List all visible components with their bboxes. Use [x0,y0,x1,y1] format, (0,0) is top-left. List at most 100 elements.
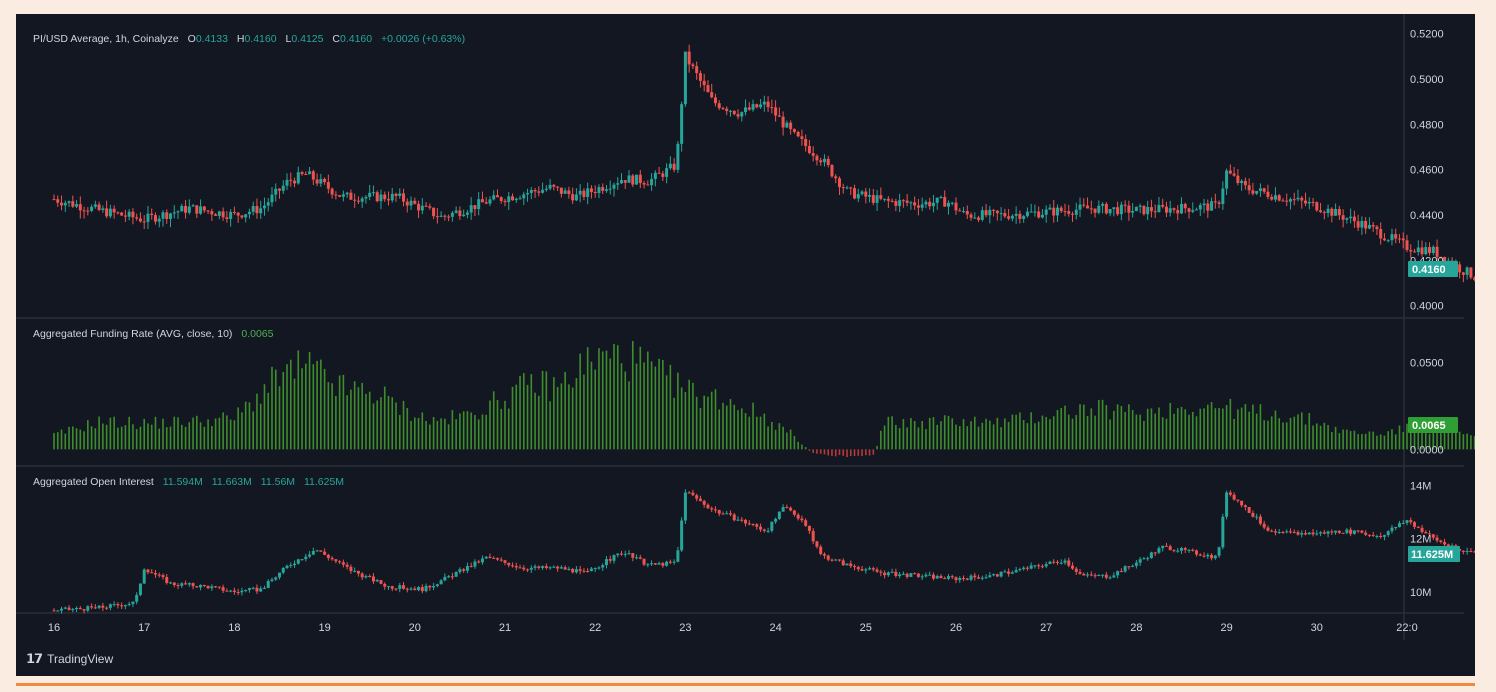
candle-body [1255,190,1259,194]
candle-body [616,553,620,556]
candle-body [78,204,82,211]
candle-body [1273,531,1277,533]
tradingview-chart[interactable]: 0.52000.50000.48000.46000.44000.42000.40… [16,14,1475,644]
x-tick-label: 25 [860,622,872,634]
candle-body [1307,532,1311,535]
candle-body [578,569,582,571]
candle-body [800,136,804,139]
oi-low-value: 11.56M [261,476,295,488]
candle-body [116,212,120,214]
candle-body [875,195,879,203]
candle-body [774,107,778,116]
candle-body [1052,207,1056,216]
candle-body [383,194,387,200]
candle-body [1063,211,1067,213]
candle-body [717,103,721,109]
candle-body [759,104,763,108]
candle-body [1191,210,1195,212]
oi-open-value: 11.594M [163,476,203,488]
candle-body [698,73,702,81]
candle-body [995,210,999,214]
candle-body [650,563,654,565]
x-tick-label: 18 [228,622,240,634]
candle-body [93,607,97,609]
candle-body [822,554,826,556]
candle-body [1390,527,1394,532]
x-tick-label: 20 [409,622,421,634]
candle-body [837,559,841,561]
candle-body [375,580,379,582]
candle-body [706,504,710,509]
candle-body [244,590,248,592]
candle-body [950,576,954,578]
candle-body [63,607,67,609]
y-tick-label: 10M [1410,587,1431,599]
candle-body [1439,540,1443,542]
candle-body [432,207,436,217]
candle-body [1405,240,1409,250]
candle-body [544,566,548,568]
candle-body [1221,188,1225,204]
candle-body [153,215,157,222]
candle-body [341,194,345,197]
candle-body [1424,532,1428,534]
candle-body [1157,204,1161,212]
candle-body [1251,512,1255,517]
x-tick-label: 21 [499,622,511,634]
candle-body [289,179,293,181]
candle-body [330,557,334,560]
candle-body [187,206,191,213]
candle-body [1360,530,1364,533]
candle-body [266,581,270,588]
candle-body [1025,567,1029,569]
candle-body [499,197,503,201]
candle-body [593,191,597,194]
x-tick-label: 16 [48,622,60,634]
funding-last-tag: 0.0065 [1408,417,1458,433]
candle-body [71,609,75,611]
candle-body [721,513,725,515]
candle-body [939,196,943,198]
candle-body [417,203,421,211]
chart-frame [16,14,1475,676]
tradingview-branding[interactable]: 𝟭𝟳 TradingView [26,651,113,667]
candle-body [1262,188,1266,192]
candle-body [1300,533,1304,535]
candle-body [1225,492,1229,517]
candle-body [815,541,819,547]
candle-body [1007,571,1011,574]
candle-body [1277,195,1281,201]
candle-body [1089,574,1093,576]
y-tick-label: 0.5000 [1410,74,1444,86]
candle-body [541,189,545,193]
candle-body [627,553,631,555]
candle-body [1420,247,1424,255]
candle-body [1221,516,1225,548]
candle-body [1119,571,1123,573]
candle-body [1112,575,1116,578]
candle-body [409,200,413,206]
candle-body [650,178,654,186]
candle-body [379,580,383,584]
candle-body [206,585,210,589]
candle-body [413,200,417,204]
candle-body [138,583,142,595]
candle-body [541,566,545,568]
candle-body [826,158,830,166]
candle-body [1048,207,1052,210]
candle-body [1473,551,1475,553]
candle-body [443,576,447,581]
chart-structure [16,14,1464,640]
candle-body [687,51,691,65]
candle-body [262,205,266,209]
candle-body [169,582,173,584]
candle-body [1330,208,1334,216]
candle-body [1010,215,1014,219]
candle-body [1367,224,1371,229]
price-title: PI/USD Average, 1h, Coinalyze [33,33,179,45]
candle-body [1322,212,1326,214]
candle-body [755,524,759,527]
candle-body [898,574,902,576]
candle-body [386,586,390,588]
candle-body [1435,246,1439,257]
